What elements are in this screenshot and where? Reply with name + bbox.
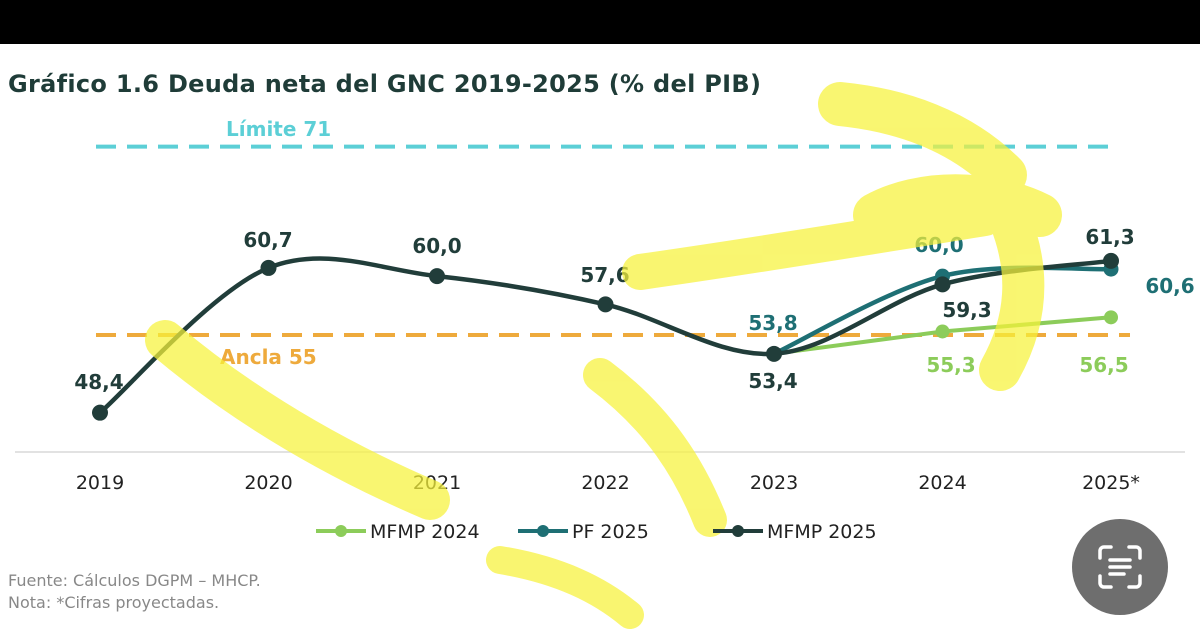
data-label-mfmp-2025-2023: 53,4 (748, 369, 797, 393)
source-note: Fuente: Cálculos DGPM – MHCP. (8, 571, 261, 590)
data-label-mfmp-2025-2022: 57,6 (580, 263, 629, 287)
x-tick-label-2020: 2020 (244, 472, 292, 494)
point-mfmp-2025-2022 (597, 296, 614, 313)
chart-legend: MFMP 2024 PF 2025 MFMP 2025 (316, 521, 877, 543)
data-label-pf-2025-2025: 60,6 (1145, 274, 1194, 298)
x-tick-label-2025: 2025* (1082, 472, 1140, 494)
x-tick-label-2019: 2019 (76, 472, 124, 494)
x-tick-label-2024: 2024 (918, 472, 966, 494)
text-scan-icon (1098, 545, 1142, 589)
legend-item-mfmp-2025: MFMP 2025 (713, 521, 877, 543)
legend-item-pf-2025-swatch-dot (537, 525, 549, 537)
x-tick-label-2023: 2023 (750, 472, 798, 494)
point-mfmp-2025-2023 (766, 345, 782, 362)
legend-item-pf-2025-label: PF 2025 (572, 521, 649, 543)
point-mfmp-2024-2025 (1104, 310, 1118, 325)
data-label-mfmp-2024-2025: 56,5 (1079, 353, 1128, 377)
highlighter-stroke-top (818, 82, 1027, 197)
highlighter-stroke-arrow-bar (622, 200, 1003, 290)
text-scan-button[interactable] (1072, 519, 1168, 615)
chart-title: Gráfico 1.6 Deuda neta del GNC 2019-2025… (8, 70, 762, 98)
legend-item-mfmp-2024-swatch-dot (335, 525, 347, 537)
data-label-pf-2025-2023: 53,8 (748, 311, 797, 335)
highlighter-marks (145, 82, 1062, 629)
chart-footnotes: Fuente: Cálculos DGPM – MHCP. Nota: *Cif… (8, 570, 261, 614)
point-mfmp-2025-2024 (934, 276, 951, 293)
top-black-bar (0, 0, 1200, 44)
data-label-mfmp-2025-2019: 48,4 (74, 370, 123, 394)
highlighter-stroke-left (145, 320, 450, 520)
data-label-mfmp-2025-2024: 59,3 (942, 298, 991, 322)
point-mfmp-2025-2021 (429, 268, 445, 285)
reference-label-limite: Límite 71 (226, 117, 331, 141)
legend-item-mfmp-2025-label: MFMP 2025 (767, 521, 877, 543)
legend-item-pf-2025: PF 2025 (518, 521, 649, 543)
data-label-mfmp-2025-2025: 61,3 (1085, 225, 1134, 249)
data-label-mfmp-2025-2021: 60,0 (412, 234, 461, 258)
point-mfmp-2025-2025 (1103, 252, 1119, 269)
projection-note: Nota: *Cifras proyectadas. (8, 593, 220, 612)
legend-item-mfmp-2024-label: MFMP 2024 (370, 521, 480, 543)
x-tick-label-2022: 2022 (581, 472, 629, 494)
point-mfmp-2025-2020 (260, 259, 277, 276)
highlighter-stroke-bottom (486, 546, 644, 629)
data-label-mfmp-2024-2024: 55,3 (926, 353, 975, 377)
highlighter-stroke-lower (583, 358, 727, 537)
reference-label-ancla: Ancla 55 (220, 345, 317, 369)
highlighter-stroke-right (979, 199, 1045, 391)
legend-item-mfmp-2025-swatch-dot (732, 525, 744, 537)
point-mfmp-2025-2019 (92, 404, 108, 421)
data-label-mfmp-2025-2020: 60,7 (243, 228, 292, 252)
point-mfmp-2024-2024 (935, 324, 950, 339)
legend-item-mfmp-2024: MFMP 2024 (316, 521, 480, 543)
